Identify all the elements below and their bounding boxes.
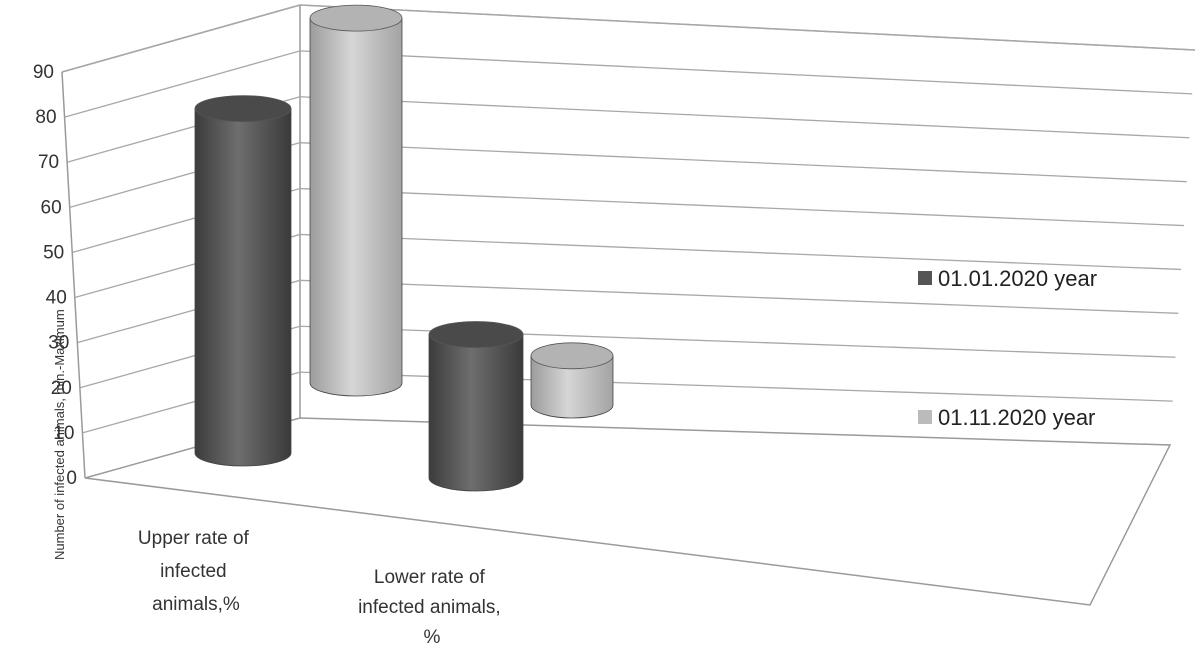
y-tick-label-0: 0 bbox=[66, 468, 77, 489]
bar-series1-category2 bbox=[428, 321, 524, 492]
bar-series1-category1 bbox=[194, 95, 292, 467]
gridline-10 bbox=[82, 371, 1173, 434]
legend-swatch-series2 bbox=[918, 410, 932, 424]
category-label-upper: Upper rate of infected animals,% bbox=[138, 528, 254, 615]
bar-body-series1-category1 bbox=[194, 108, 292, 467]
category-label-lower-line2: infected animals, bbox=[358, 597, 501, 618]
y-tick-label-20: 20 bbox=[51, 378, 72, 399]
category-label-lower: Lower rate of infected animals, % bbox=[358, 567, 506, 648]
bars bbox=[194, 4, 614, 492]
gridline-80 bbox=[64, 50, 1193, 118]
y-tick-label-40: 40 bbox=[46, 288, 67, 309]
legend: 01.01.2020 year 01.11.2020 year bbox=[918, 266, 1097, 430]
category-label-lower-line3: % bbox=[424, 627, 441, 648]
category-label-lower-line1: Lower rate of bbox=[374, 567, 486, 588]
legend-label-series2: 01.11.2020 year bbox=[938, 405, 1095, 430]
y-axis bbox=[61, 71, 86, 479]
y-tick-label-80: 80 bbox=[35, 107, 56, 128]
bar-body-series2-category2 bbox=[530, 355, 614, 419]
y-axis-line bbox=[61, 71, 86, 479]
bar-top-series1-category1 bbox=[194, 95, 292, 122]
legend-swatch-series1 bbox=[918, 271, 932, 285]
category-label-upper-line3: animals,% bbox=[152, 594, 240, 615]
gridline-20 bbox=[79, 325, 1176, 389]
gridlines bbox=[61, 4, 1196, 434]
gridline-60 bbox=[69, 142, 1187, 208]
y-tick-label-30: 30 bbox=[48, 333, 69, 354]
bar-top-series2-category2 bbox=[530, 342, 614, 370]
category-label-upper-line1: Upper rate of bbox=[138, 528, 250, 549]
category-labels: Upper rate of infected animals,% Lower r… bbox=[138, 528, 506, 648]
gridline-40 bbox=[74, 233, 1182, 299]
y-axis-label: Number of infected animals, min.-Maximum bbox=[52, 309, 67, 560]
y-tick-label-60: 60 bbox=[41, 197, 62, 218]
category-label-upper-line2: infected bbox=[160, 561, 227, 582]
bar-body-series1-category2 bbox=[428, 334, 524, 492]
y-tick-label-70: 70 bbox=[38, 152, 59, 173]
bar-top-series2-category1 bbox=[309, 4, 403, 32]
legend-label-series1: 01.01.2020 year bbox=[938, 266, 1097, 291]
y-tick-label-50: 50 bbox=[43, 242, 64, 263]
y-tick-label-10: 10 bbox=[53, 423, 74, 444]
y-tick-labels: 0 10 20 30 40 50 60 70 80 90 bbox=[33, 62, 77, 489]
bar-series2-category1 bbox=[309, 4, 403, 397]
bar-body-series2-category1 bbox=[309, 17, 403, 397]
gridline-50 bbox=[72, 187, 1184, 254]
bar-top-series1-category2 bbox=[428, 321, 524, 348]
bar-series2-category2 bbox=[530, 342, 614, 419]
gridline-90 bbox=[61, 4, 1196, 73]
gridline-30 bbox=[77, 279, 1179, 344]
y-tick-label-90: 90 bbox=[33, 62, 54, 83]
gridline-70 bbox=[66, 96, 1190, 163]
